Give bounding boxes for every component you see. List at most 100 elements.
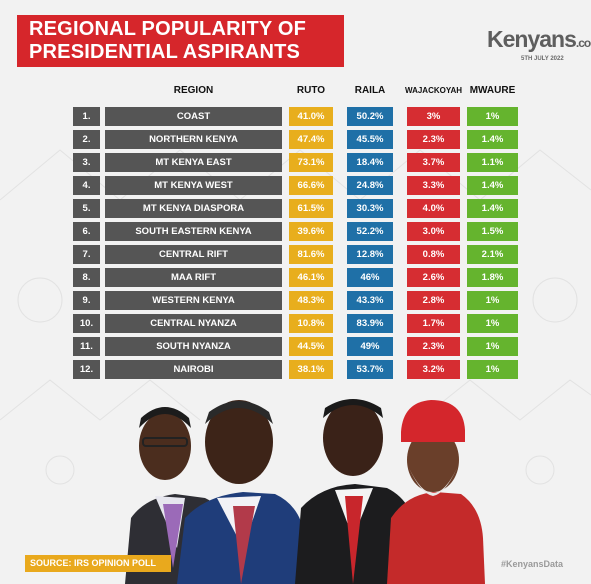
ruto-value: 66.6% (289, 176, 333, 195)
ruto-value: 46.1% (289, 268, 333, 287)
header-wajackoyah: WAJACKOYAH (404, 86, 463, 95)
brand-tld: .co.ke (575, 36, 591, 50)
raila-value: 43.3% (347, 291, 393, 310)
ruto-value: 44.5% (289, 337, 333, 356)
row-number: 11. (73, 337, 100, 356)
publish-date: 5TH JULY 2022 (521, 56, 564, 62)
region-cell: COAST (105, 107, 282, 126)
brand-name-row: Kenyans.co.ke (487, 26, 591, 55)
raila-value: 52.2% (347, 222, 393, 241)
wajackoyah-value: 2.8% (407, 291, 460, 310)
header-ruto: RUTO (296, 85, 326, 96)
wajackoyah-value: 1.7% (407, 314, 460, 333)
region-cell: MT KENYA EAST (105, 153, 282, 172)
mwaure-value: 1.1% (467, 153, 518, 172)
wajackoyah-value: 3.0% (407, 222, 460, 241)
region-cell: MAA RIFT (105, 268, 282, 287)
table-row: 7. CENTRAL RIFT 81.6% 12.8% 0.8% 2.1% (73, 245, 524, 264)
raila-value: 30.3% (347, 199, 393, 218)
wajackoyah-value: 3% (407, 107, 460, 126)
mwaure-value: 1.8% (467, 268, 518, 287)
region-cell: SOUTH EASTERN KENYA (105, 222, 282, 241)
table-row: 9. WESTERN KENYA 48.3% 43.3% 2.8% 1% (73, 291, 524, 310)
table-row: 6. SOUTH EASTERN KENYA 39.6% 52.2% 3.0% 1.5% (73, 222, 524, 241)
region-cell: CENTRAL RIFT (105, 245, 282, 264)
ruto-value: 81.6% (289, 245, 333, 264)
region-cell: NAIROBI (105, 360, 282, 379)
header-region: REGION (173, 85, 214, 96)
row-number: 6. (73, 222, 100, 241)
brand-name: Kenyans (487, 26, 577, 52)
mwaure-value: 1% (467, 107, 518, 126)
region-cell: NORTHERN KENYA (105, 130, 282, 149)
wajackoyah-value: 2.3% (407, 337, 460, 356)
title-line-2: PRESIDENTIAL ASPIRANTS (29, 41, 301, 63)
table-row: 11. SOUTH NYANZA 44.5% 49% 2.3% 1% (73, 337, 524, 356)
ruto-value: 39.6% (289, 222, 333, 241)
row-number: 5. (73, 199, 100, 218)
ruto-value: 61.5% (289, 199, 333, 218)
candidates-photo (125, 399, 485, 584)
raila-value: 24.8% (347, 176, 393, 195)
wajackoyah-value: 4.0% (407, 199, 460, 218)
raila-value: 49% (347, 337, 393, 356)
ruto-value: 38.1% (289, 360, 333, 379)
region-cell: CENTRAL NYANZA (105, 314, 282, 333)
mwaure-value: 2.1% (467, 245, 518, 264)
hashtag-label: #KenyansData (501, 559, 564, 569)
row-number: 9. (73, 291, 100, 310)
mwaure-value: 1.4% (467, 176, 518, 195)
wajackoyah-value: 2.3% (407, 130, 460, 149)
mwaure-value: 1% (467, 337, 518, 356)
ruto-value: 73.1% (289, 153, 333, 172)
mwaure-value: 1.4% (467, 199, 518, 218)
table-row: 5. MT KENYA DIASPORA 61.5% 30.3% 4.0% 1.4% (73, 199, 524, 218)
row-number: 3. (73, 153, 100, 172)
region-cell: WESTERN KENYA (105, 291, 282, 310)
raila-value: 50.2% (347, 107, 393, 126)
raila-value: 45.5% (347, 130, 393, 149)
raila-value: 12.8% (347, 245, 393, 264)
mwaure-value: 1% (467, 360, 518, 379)
ruto-value: 10.8% (289, 314, 333, 333)
wajackoyah-value: 3.7% (407, 153, 460, 172)
raila-value: 46% (347, 268, 393, 287)
row-number: 2. (73, 130, 100, 149)
region-cell: MT KENYA DIASPORA (105, 199, 282, 218)
mwaure-value: 1.5% (467, 222, 518, 241)
mwaure-value: 1% (467, 314, 518, 333)
region-cell: SOUTH NYANZA (105, 337, 282, 356)
row-number: 10. (73, 314, 100, 333)
brand-logo: Kenyans.co.ke 5TH JULY 2022 (487, 26, 591, 62)
wajackoyah-value: 3.3% (407, 176, 460, 195)
mwaure-value: 1.4% (467, 130, 518, 149)
row-number: 1. (73, 107, 100, 126)
header-raila: RAILA (354, 85, 386, 96)
wajackoyah-value: 2.6% (407, 268, 460, 287)
mwaure-value: 1% (467, 291, 518, 310)
raila-value: 83.9% (347, 314, 393, 333)
row-number: 12. (73, 360, 100, 379)
row-number: 7. (73, 245, 100, 264)
table-row: 4. MT KENYA WEST 66.6% 24.8% 3.3% 1.4% (73, 176, 524, 195)
wajackoyah-value: 0.8% (407, 245, 460, 264)
ruto-value: 48.3% (289, 291, 333, 310)
region-cell: MT KENYA WEST (105, 176, 282, 195)
row-number: 8. (73, 268, 100, 287)
table-row: 10. CENTRAL NYANZA 10.8% 83.9% 1.7% 1% (73, 314, 524, 333)
table-row: 8. MAA RIFT 46.1% 46% 2.6% 1.8% (73, 268, 524, 287)
wajackoyah-value: 3.2% (407, 360, 460, 379)
ruto-value: 47.4% (289, 130, 333, 149)
title-line-1: REGIONAL POPULARITY OF (29, 18, 307, 40)
source-label: SOURCE: IRS OPINION POLL (25, 555, 171, 572)
ruto-value: 41.0% (289, 107, 333, 126)
table-row: 12. NAIROBI 38.1% 53.7% 3.2% 1% (73, 360, 524, 379)
table-row: 2. NORTHERN KENYA 47.4% 45.5% 2.3% 1.4% (73, 130, 524, 149)
row-number: 4. (73, 176, 100, 195)
page-title: REGIONAL POPULARITY OF PRESIDENTIAL ASPI… (17, 15, 344, 67)
table-row: 3. MT KENYA EAST 73.1% 18.4% 3.7% 1.1% (73, 153, 524, 172)
header-mwaure: MWAURE (469, 85, 516, 96)
table-row: 1. COAST 41.0% 50.2% 3% 1% (73, 107, 524, 126)
raila-value: 18.4% (347, 153, 393, 172)
